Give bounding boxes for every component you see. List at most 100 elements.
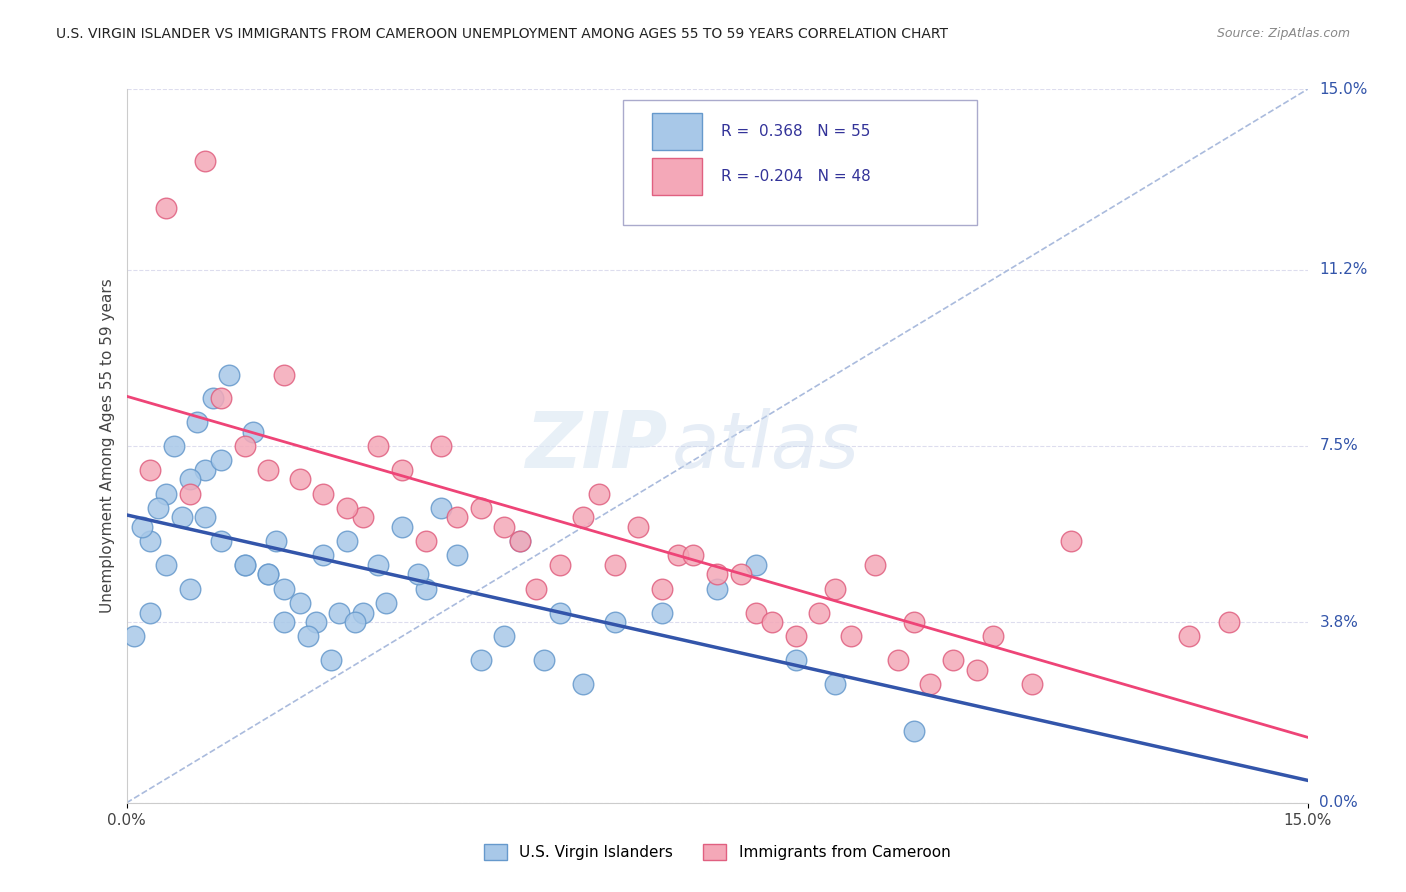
Point xyxy=(321,653,343,667)
Point xyxy=(139,606,162,620)
Point xyxy=(375,596,398,610)
Point xyxy=(966,663,988,677)
Point xyxy=(304,615,326,629)
FancyBboxPatch shape xyxy=(652,158,702,194)
Point xyxy=(391,463,413,477)
Point xyxy=(131,520,153,534)
Point xyxy=(588,486,610,500)
Point xyxy=(572,677,595,691)
Point xyxy=(903,724,925,739)
Text: 7.5%: 7.5% xyxy=(1319,439,1358,453)
Point xyxy=(233,558,256,572)
Point xyxy=(761,615,783,629)
Point xyxy=(218,368,240,382)
Point xyxy=(273,615,295,629)
Point xyxy=(415,534,437,549)
Point xyxy=(808,606,831,620)
Point xyxy=(918,677,941,691)
Point xyxy=(139,463,162,477)
Point xyxy=(415,582,437,596)
Point xyxy=(730,567,752,582)
Text: 3.8%: 3.8% xyxy=(1319,615,1358,630)
Point xyxy=(124,629,146,643)
Point xyxy=(312,549,335,563)
Point xyxy=(1060,534,1083,549)
Point xyxy=(494,520,516,534)
Point xyxy=(233,558,256,572)
Point xyxy=(297,629,319,643)
Point xyxy=(179,472,201,486)
Point xyxy=(824,582,846,596)
Point xyxy=(288,596,311,610)
Text: 11.2%: 11.2% xyxy=(1319,262,1368,277)
Y-axis label: Unemployment Among Ages 55 to 59 years: Unemployment Among Ages 55 to 59 years xyxy=(100,278,115,614)
Point xyxy=(202,392,225,406)
Point xyxy=(548,558,571,572)
Point xyxy=(170,510,193,524)
Point xyxy=(839,629,862,643)
Point xyxy=(273,582,295,596)
Point xyxy=(257,567,280,582)
Point xyxy=(367,439,389,453)
Point xyxy=(494,629,516,643)
Point xyxy=(139,534,162,549)
Text: 0.0%: 0.0% xyxy=(1319,796,1358,810)
Text: Source: ZipAtlas.com: Source: ZipAtlas.com xyxy=(1216,27,1350,40)
Point xyxy=(706,567,728,582)
Text: atlas: atlas xyxy=(672,408,860,484)
Point xyxy=(194,510,217,524)
Point xyxy=(336,500,359,515)
Point xyxy=(209,453,232,467)
Point xyxy=(186,415,208,429)
Point xyxy=(336,534,359,549)
Point xyxy=(509,534,531,549)
Point xyxy=(179,582,201,596)
Point xyxy=(509,534,531,549)
Point xyxy=(572,510,595,524)
Point xyxy=(1021,677,1043,691)
Point xyxy=(312,486,335,500)
Point xyxy=(524,582,547,596)
Point xyxy=(391,520,413,534)
Point xyxy=(242,425,264,439)
FancyBboxPatch shape xyxy=(623,100,977,225)
Point xyxy=(627,520,650,534)
Text: U.S. VIRGIN ISLANDER VS IMMIGRANTS FROM CAMEROON UNEMPLOYMENT AMONG AGES 55 TO 5: U.S. VIRGIN ISLANDER VS IMMIGRANTS FROM … xyxy=(56,27,948,41)
Text: 15.0%: 15.0% xyxy=(1319,82,1368,96)
Point xyxy=(288,472,311,486)
Text: R =  0.368   N = 55: R = 0.368 N = 55 xyxy=(721,124,870,139)
Point xyxy=(603,558,626,572)
Point xyxy=(257,463,280,477)
Point xyxy=(367,558,389,572)
Point xyxy=(745,606,768,620)
Point xyxy=(548,606,571,620)
Point xyxy=(343,615,366,629)
Point xyxy=(155,558,177,572)
Point xyxy=(146,500,169,515)
Point xyxy=(257,567,280,582)
Point xyxy=(233,439,256,453)
Point xyxy=(430,439,453,453)
Point xyxy=(745,558,768,572)
Point xyxy=(887,653,910,667)
Point xyxy=(163,439,186,453)
Point xyxy=(942,653,965,667)
Point xyxy=(785,653,807,667)
Point xyxy=(903,615,925,629)
Point xyxy=(651,582,673,596)
Point xyxy=(863,558,886,572)
Point xyxy=(603,615,626,629)
Point xyxy=(155,201,177,215)
Point xyxy=(651,606,673,620)
FancyBboxPatch shape xyxy=(652,112,702,150)
Point xyxy=(352,510,374,524)
Point xyxy=(194,153,217,168)
Point xyxy=(179,486,201,500)
Text: ZIP: ZIP xyxy=(526,408,668,484)
Legend: U.S. Virgin Islanders, Immigrants from Cameroon: U.S. Virgin Islanders, Immigrants from C… xyxy=(478,838,956,866)
Point xyxy=(682,549,704,563)
Point xyxy=(273,368,295,382)
Point xyxy=(446,549,468,563)
Point xyxy=(194,463,217,477)
Point xyxy=(666,549,689,563)
